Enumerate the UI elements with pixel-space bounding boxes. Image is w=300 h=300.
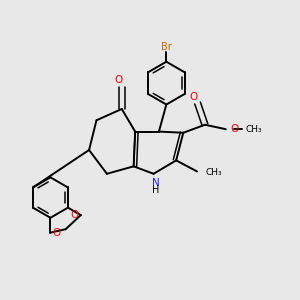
Text: O: O — [114, 76, 122, 85]
Text: O: O — [231, 124, 239, 134]
Text: CH₃: CH₃ — [205, 168, 222, 177]
Text: N: N — [152, 178, 160, 188]
Text: O: O — [53, 228, 61, 238]
Text: CH₃: CH₃ — [246, 125, 262, 134]
Text: O: O — [70, 210, 78, 220]
Text: Br: Br — [161, 42, 172, 52]
Text: O: O — [190, 92, 198, 101]
Text: H: H — [152, 185, 160, 195]
